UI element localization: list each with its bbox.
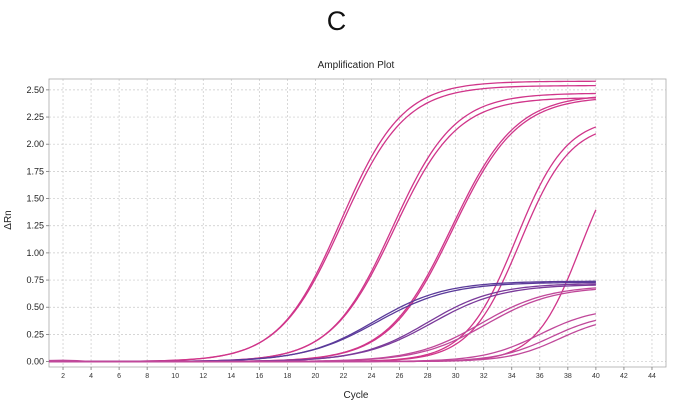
y-tick-label: 1.00 [26, 248, 44, 258]
x-tick-label: 32 [480, 373, 488, 380]
x-tick-label: 26 [396, 373, 404, 380]
amplification-curve-3 [49, 92, 596, 363]
amplification-curve-5 [49, 96, 596, 363]
y-tick-label: 1.50 [26, 194, 44, 204]
x-tick-label: 18 [283, 373, 291, 380]
x-tick-label: 4 [89, 373, 93, 380]
x-tick-label: 40 [592, 373, 600, 380]
y-tick-label: 1.75 [26, 166, 44, 176]
amplification-curve-10 [49, 280, 596, 363]
x-axis-label: Cycle [343, 390, 368, 401]
y-tick-label: 2.50 [26, 85, 44, 95]
y-tick-label: 0.25 [26, 329, 44, 339]
x-tick-label: 10 [171, 373, 179, 380]
x-tick-label: 24 [368, 373, 376, 380]
y-axis-label: ΔRn [3, 210, 14, 229]
x-tick-label: 2 [61, 373, 65, 380]
amplification-curve-18 [49, 324, 597, 363]
y-tick-label: 0.50 [26, 302, 44, 312]
x-axis-ticks: 2 4 6 8 10 12 14 16 18 20 22 24 26 28 30 32 34 36 38 40 42 44 [61, 367, 656, 380]
x-tick-label: 8 [145, 373, 149, 380]
series-lines [48, 80, 597, 363]
x-tick-label: 14 [227, 373, 235, 380]
grid [49, 79, 666, 367]
amplification-curve-16 [49, 313, 597, 363]
amplification-curve-8 [49, 133, 597, 363]
x-tick-label: 42 [620, 373, 628, 380]
baseline-noise [48, 359, 92, 363]
x-tick-label: 28 [424, 373, 432, 380]
amplification-curve-2 [48, 84, 596, 363]
x-tick-label: 34 [508, 373, 516, 380]
y-axis-ticks: 0.00 0.25 0.50 0.75 1.00 1.25 1.50 1.75 2.00 2.25… [26, 85, 49, 367]
x-tick-label: 20 [312, 373, 320, 380]
y-tick-label: 2.25 [26, 112, 44, 122]
x-tick-label: 12 [199, 373, 207, 380]
x-tick-label: 36 [536, 373, 544, 380]
plot-area [48, 78, 667, 368]
x-tick-label: 22 [340, 373, 348, 380]
amplification-curve-4 [49, 97, 596, 363]
y-tick-label: 1.25 [26, 221, 44, 231]
amplification-curve-6 [49, 98, 596, 363]
amplification-curve-9 [49, 209, 597, 363]
y-tick-label: 0.00 [26, 357, 44, 367]
x-tick-label: 6 [117, 373, 121, 380]
x-tick-label: 44 [648, 373, 656, 380]
panel-letter: C [326, 6, 347, 36]
x-tick-label: 30 [452, 373, 460, 380]
y-tick-label: 0.75 [26, 275, 44, 285]
chart-title: Amplification Plot [318, 60, 395, 71]
x-tick-label: 16 [255, 373, 263, 380]
amplification-curve-7 [49, 126, 597, 363]
x-tick-label: 38 [564, 373, 572, 380]
amplification-curve-1 [48, 80, 596, 363]
y-tick-label: 2.00 [26, 139, 44, 149]
